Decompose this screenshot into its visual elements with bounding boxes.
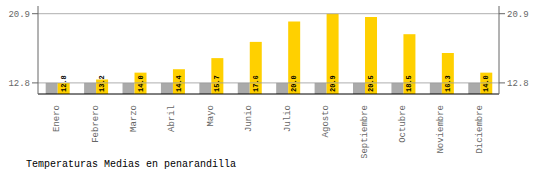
- svg-text:Mayo: Mayo: [206, 105, 216, 127]
- svg-text:17.6: 17.6: [252, 75, 260, 92]
- svg-text:Noviembre: Noviembre: [436, 105, 446, 154]
- svg-text:Septiembre: Septiembre: [360, 105, 370, 158]
- svg-text:14.0: 14.0: [482, 75, 490, 92]
- svg-text:12.8: 12.8: [8, 79, 30, 89]
- svg-text:13.2: 13.2: [98, 75, 106, 92]
- svg-text:12.8: 12.8: [507, 79, 529, 89]
- svg-text:20.9: 20.9: [507, 10, 529, 20]
- svg-text:16.3: 16.3: [444, 75, 452, 92]
- svg-text:Junio: Junio: [244, 105, 254, 132]
- svg-text:Marzo: Marzo: [129, 105, 139, 132]
- svg-text:20.0: 20.0: [290, 75, 298, 92]
- svg-text:15.7: 15.7: [213, 75, 221, 92]
- svg-text:Octubre: Octubre: [398, 105, 408, 143]
- svg-text:Agosto: Agosto: [321, 105, 331, 137]
- svg-text:20.9: 20.9: [329, 75, 337, 92]
- svg-text:14.0: 14.0: [137, 75, 145, 92]
- svg-text:Diciembre: Diciembre: [475, 105, 485, 154]
- svg-text:14.4: 14.4: [175, 75, 183, 92]
- svg-text:18.5: 18.5: [405, 75, 413, 92]
- svg-text:Enero: Enero: [52, 105, 62, 132]
- svg-text:20.9: 20.9: [8, 10, 30, 20]
- svg-text:20.5: 20.5: [367, 75, 375, 92]
- html-text:Temperaturas Medias en penaran: Temperaturas Medias en penarandilla: [26, 159, 236, 170]
- svg-text:Julio: Julio: [283, 105, 293, 132]
- svg-text:12.8: 12.8: [60, 75, 68, 92]
- svg-text:Febrero: Febrero: [91, 105, 101, 143]
- svg-text:Abril: Abril: [167, 105, 177, 132]
